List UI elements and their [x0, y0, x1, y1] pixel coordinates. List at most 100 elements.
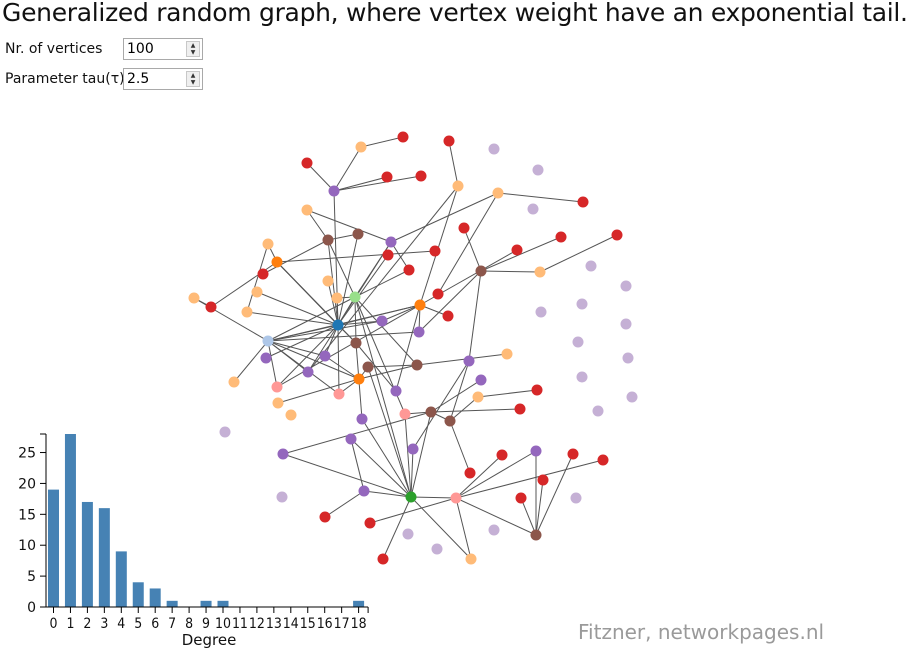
graph-node[interactable]	[262, 335, 274, 347]
graph-node[interactable]	[458, 222, 470, 234]
vertices-stepper[interactable]: ▲ ▼	[186, 41, 200, 57]
graph-node[interactable]	[611, 229, 623, 241]
graph-node[interactable]	[472, 391, 484, 403]
graph-node[interactable]	[475, 265, 487, 277]
graph-node[interactable]	[345, 433, 357, 445]
graph-node[interactable]	[276, 491, 288, 503]
graph-node[interactable]	[301, 204, 313, 216]
graph-node[interactable]	[319, 350, 331, 362]
graph-node[interactable]	[492, 187, 504, 199]
graph-node[interactable]	[443, 135, 455, 147]
graph-node[interactable]	[425, 406, 437, 418]
graph-node[interactable]	[429, 245, 441, 257]
graph-node[interactable]	[350, 337, 362, 349]
graph-node[interactable]	[322, 275, 334, 287]
graph-node[interactable]	[302, 366, 314, 378]
graph-node[interactable]	[397, 131, 409, 143]
graph-node[interactable]	[272, 397, 284, 409]
stepper-up-icon[interactable]: ▲	[190, 42, 196, 49]
graph-node[interactable]	[251, 286, 263, 298]
graph-node[interactable]	[511, 244, 523, 256]
graph-node[interactable]	[355, 141, 367, 153]
graph-node[interactable]	[382, 249, 394, 261]
graph-node[interactable]	[219, 426, 231, 438]
graph-node[interactable]	[577, 196, 589, 208]
graph-node[interactable]	[622, 352, 634, 364]
graph-node[interactable]	[228, 376, 240, 388]
graph-node[interactable]	[301, 157, 313, 169]
graph-node[interactable]	[349, 291, 361, 303]
graph-node[interactable]	[432, 288, 444, 300]
graph-node[interactable]	[260, 352, 272, 364]
graph-node[interactable]	[555, 231, 567, 243]
graph-node[interactable]	[465, 553, 477, 565]
graph-node[interactable]	[271, 381, 283, 393]
graph-node[interactable]	[257, 268, 269, 280]
graph-node[interactable]	[567, 448, 579, 460]
graph-node[interactable]	[537, 474, 549, 486]
graph-node[interactable]	[415, 170, 427, 182]
tau-stepper[interactable]: ▲ ▼	[186, 71, 200, 87]
stepper-down-icon[interactable]: ▼	[190, 49, 196, 56]
graph-node[interactable]	[271, 256, 283, 268]
graph-node[interactable]	[532, 164, 544, 176]
tau-spinbox[interactable]: ▲ ▼	[123, 68, 203, 90]
graph-node[interactable]	[328, 185, 340, 197]
graph-node[interactable]	[530, 529, 542, 541]
stepper-down-icon[interactable]: ▼	[190, 79, 196, 86]
graph-node[interactable]	[585, 260, 597, 272]
graph-node[interactable]	[277, 448, 289, 460]
graph-node[interactable]	[331, 292, 343, 304]
graph-node[interactable]	[385, 236, 397, 248]
graph-node[interactable]	[442, 310, 454, 322]
graph-node[interactable]	[376, 315, 388, 327]
graph-node[interactable]	[531, 384, 543, 396]
graph-node[interactable]	[405, 491, 417, 503]
graph-node[interactable]	[444, 415, 456, 427]
graph-node[interactable]	[377, 553, 389, 565]
graph-node[interactable]	[515, 492, 527, 504]
graph-node[interactable]	[358, 485, 370, 497]
graph-node[interactable]	[452, 180, 464, 192]
vertices-input[interactable]	[127, 40, 181, 58]
graph-node[interactable]	[450, 492, 462, 504]
graph-node[interactable]	[205, 301, 217, 313]
graph-node[interactable]	[381, 171, 393, 183]
graph-node[interactable]	[403, 264, 415, 276]
graph-node[interactable]	[501, 348, 513, 360]
graph-node[interactable]	[333, 388, 345, 400]
graph-node[interactable]	[535, 306, 547, 318]
graph-node[interactable]	[620, 318, 632, 330]
graph-node[interactable]	[488, 143, 500, 155]
graph-node[interactable]	[241, 306, 253, 318]
graph-node[interactable]	[362, 361, 374, 373]
graph-node[interactable]	[285, 409, 297, 421]
graph-node[interactable]	[322, 234, 334, 246]
graph-node[interactable]	[534, 266, 546, 278]
graph-node[interactable]	[496, 449, 508, 461]
graph-node[interactable]	[356, 413, 368, 425]
graph-node[interactable]	[399, 408, 411, 420]
graph-node[interactable]	[570, 492, 582, 504]
graph-node[interactable]	[390, 385, 402, 397]
graph-node[interactable]	[576, 371, 588, 383]
graph-node[interactable]	[514, 403, 526, 415]
graph-node[interactable]	[620, 280, 632, 292]
graph-node[interactable]	[364, 517, 376, 529]
graph-node[interactable]	[488, 524, 500, 536]
graph-node[interactable]	[353, 373, 365, 385]
graph-node[interactable]	[262, 238, 274, 250]
graph-node[interactable]	[530, 445, 542, 457]
graph-node[interactable]	[475, 374, 487, 386]
graph-node[interactable]	[332, 319, 344, 331]
graph-node[interactable]	[413, 326, 425, 338]
graph-node[interactable]	[431, 543, 443, 555]
graph-node[interactable]	[411, 359, 423, 371]
graph-node[interactable]	[592, 405, 604, 417]
graph-node[interactable]	[407, 443, 419, 455]
graph-node[interactable]	[597, 454, 609, 466]
graph-node[interactable]	[626, 391, 638, 403]
graph-node[interactable]	[463, 355, 475, 367]
graph-node[interactable]	[402, 528, 414, 540]
graph-node[interactable]	[414, 299, 426, 311]
